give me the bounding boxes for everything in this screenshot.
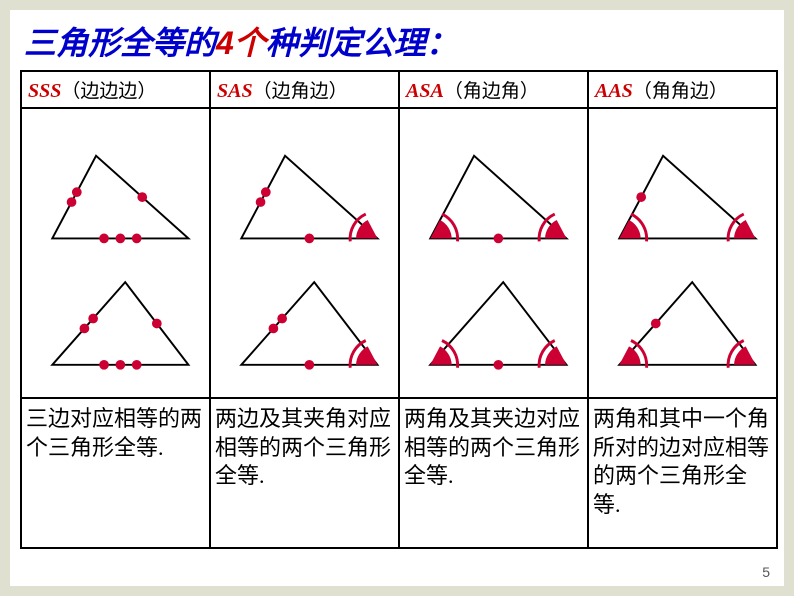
congruence-table: SSS（边边边） SAS（边角边） ASA（角边角） AAS（角角边） 三边对应… [20, 70, 778, 549]
triangle-diagram [406, 123, 581, 383]
abbr: SAS [217, 80, 253, 102]
desc-cell: 两边及其夹角对应相等的两个三角形全等. [210, 398, 399, 548]
title-num: 4 [216, 25, 234, 61]
diagram-cell [399, 108, 588, 398]
diagram-cell [21, 108, 210, 398]
header-cell: SSS（边边边） [21, 71, 210, 108]
triangle-diagram [595, 123, 770, 383]
cn: （边角边） [253, 81, 348, 102]
header-row: SSS（边边边） SAS（边角边） ASA（角边角） AAS（角角边） [21, 71, 777, 108]
diagram-row [21, 108, 777, 398]
title-mid: 个 [234, 25, 266, 61]
desc-row: 三边对应相等的两个三角形全等. 两边及其夹角对应相等的两个三角形全等. 两角及其… [21, 398, 777, 548]
desc-cell: 两角和其中一个角所对的边对应相等的两个三角形全等. [588, 398, 777, 548]
triangle-diagram [217, 123, 392, 383]
triangle-diagram [28, 123, 203, 383]
abbr: AAS [595, 80, 633, 102]
diagram-cell [588, 108, 777, 398]
title-post: 种判定公理： [266, 25, 458, 61]
header-cell: AAS（角角边） [588, 71, 777, 108]
abbr: ASA [406, 80, 444, 102]
cn: （角角边） [633, 81, 728, 102]
title-pre: 三角形全等的 [24, 25, 216, 61]
header-cell: ASA（角边角） [399, 71, 588, 108]
abbr: SSS [28, 80, 61, 102]
page-number: 5 [762, 564, 770, 580]
cn: （边边边） [61, 81, 156, 102]
desc-cell: 两角及其夹边对应相等的两个三角形全等. [399, 398, 588, 548]
header-cell: SAS（边角边） [210, 71, 399, 108]
desc-cell: 三边对应相等的两个三角形全等. [21, 398, 210, 548]
diagram-cell [210, 108, 399, 398]
cn: （角边角） [444, 81, 539, 102]
slide: 三角形全等的4个种判定公理： SSS（边边边） SAS（边角边） ASA（角边角… [0, 0, 794, 596]
slide-title: 三角形全等的4个种判定公理： [10, 10, 784, 70]
